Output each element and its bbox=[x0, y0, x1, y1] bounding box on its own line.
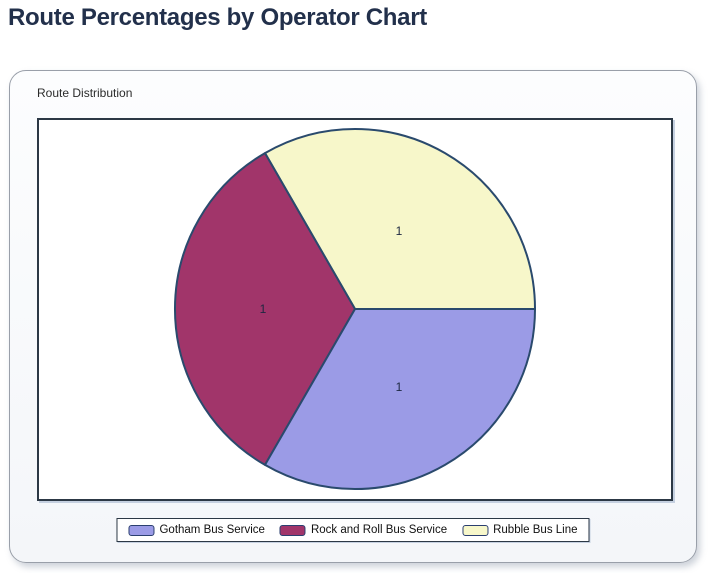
legend-item-label: Gotham Bus Service bbox=[159, 524, 265, 536]
legend-item-rubble-bus-line: Rubble Bus Line bbox=[462, 524, 578, 536]
chart-panel: Route Distribution 1 1 1 Gotham Bus Serv… bbox=[9, 70, 697, 563]
page-title: Route Percentages by Operator Chart bbox=[8, 4, 427, 31]
groupbox-label: Route Distribution bbox=[37, 86, 133, 100]
chart-plot-area: 1 1 1 bbox=[37, 118, 673, 501]
slice-value-label-rock-and-roll: 1 bbox=[260, 302, 267, 316]
legend-swatch-gotham-icon bbox=[128, 524, 155, 536]
legend-swatch-rubble-icon bbox=[462, 524, 489, 536]
slice-value-label-gotham: 1 bbox=[396, 380, 403, 394]
legend-item-label: Rubble Bus Line bbox=[493, 524, 578, 536]
legend: Gotham Bus Service Rock and Roll Bus Ser… bbox=[116, 518, 590, 542]
pie-slice-rubble-bus-line bbox=[264, 128, 536, 310]
legend-swatch-rock-and-roll-icon bbox=[279, 524, 306, 536]
pie-chart: 1 1 1 bbox=[173, 128, 536, 490]
legend-item-rock-and-roll-bus-service: Rock and Roll Bus Service bbox=[279, 524, 448, 536]
legend-item-label: Rock and Roll Bus Service bbox=[310, 524, 448, 536]
legend-item-gotham-bus-service: Gotham Bus Service bbox=[128, 524, 265, 536]
pie-slice-gotham-bus-service bbox=[264, 308, 536, 490]
slice-value-label-rubble: 1 bbox=[396, 224, 403, 238]
